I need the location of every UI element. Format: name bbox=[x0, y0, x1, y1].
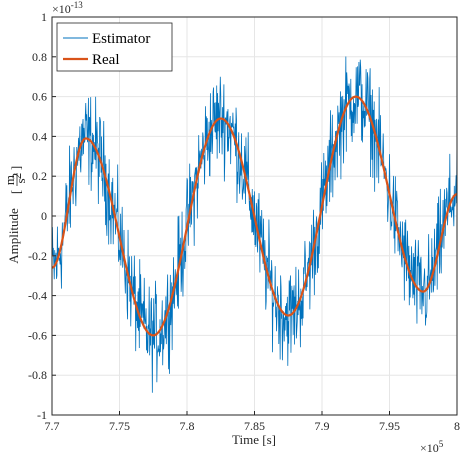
series-estimator-line bbox=[51, 56, 458, 393]
x-tick-label: 7.75 bbox=[109, 419, 130, 433]
x-axis-label: Time [s] bbox=[232, 432, 276, 447]
legend-label-estimator: Estimator bbox=[92, 31, 150, 47]
x-tick-label: 7.85 bbox=[244, 419, 265, 433]
x-exponent: ×105 bbox=[420, 439, 444, 455]
legend-label-real: Real bbox=[92, 52, 120, 68]
svg-text:[: [ bbox=[8, 190, 23, 194]
svg-text:Amplitude: Amplitude bbox=[6, 208, 21, 264]
y-tick-label: -0.6 bbox=[28, 328, 47, 342]
y-tick-label: 0.8 bbox=[32, 50, 47, 64]
svg-text:2: 2 bbox=[9, 173, 24, 180]
y-axis-label: Amplitude [ m s 2 ] bbox=[2, 166, 28, 264]
y-tick-label: 0 bbox=[41, 209, 47, 223]
x-tick-label: 7.95 bbox=[379, 419, 400, 433]
x-tick-label: 7.7 bbox=[45, 419, 60, 433]
y-exponent: ×10-13 bbox=[52, 0, 83, 16]
legend-box bbox=[56, 22, 173, 72]
y-tick-label: -1 bbox=[37, 408, 47, 422]
svg-text:s: s bbox=[13, 178, 28, 183]
series-real-line bbox=[51, 95, 458, 337]
legend: Estimator Real bbox=[56, 22, 173, 72]
x-tick-label: 7.9 bbox=[315, 419, 330, 433]
y-tick-label: 1 bbox=[41, 10, 47, 24]
y-tick-label: -0.4 bbox=[28, 289, 47, 303]
x-tick-label: 7.8 bbox=[180, 419, 195, 433]
y-tick-label: 0.2 bbox=[32, 169, 47, 183]
y-tick-label: -0.8 bbox=[28, 368, 47, 382]
y-tick-label: 0.4 bbox=[32, 129, 47, 143]
y-tick-label: -0.2 bbox=[28, 249, 47, 263]
svg-text:]: ] bbox=[8, 166, 23, 170]
x-tick-label: 8 bbox=[454, 419, 460, 433]
y-tick-label: 0.6 bbox=[32, 90, 47, 104]
series-layer bbox=[51, 56, 458, 393]
ticks: 7.7 7.75 7.8 7.85 7.9 7.95 8 -1 -0.8 -0.6 -0.4 -0.2… bbox=[28, 10, 460, 433]
svg-text:m: m bbox=[2, 175, 17, 185]
